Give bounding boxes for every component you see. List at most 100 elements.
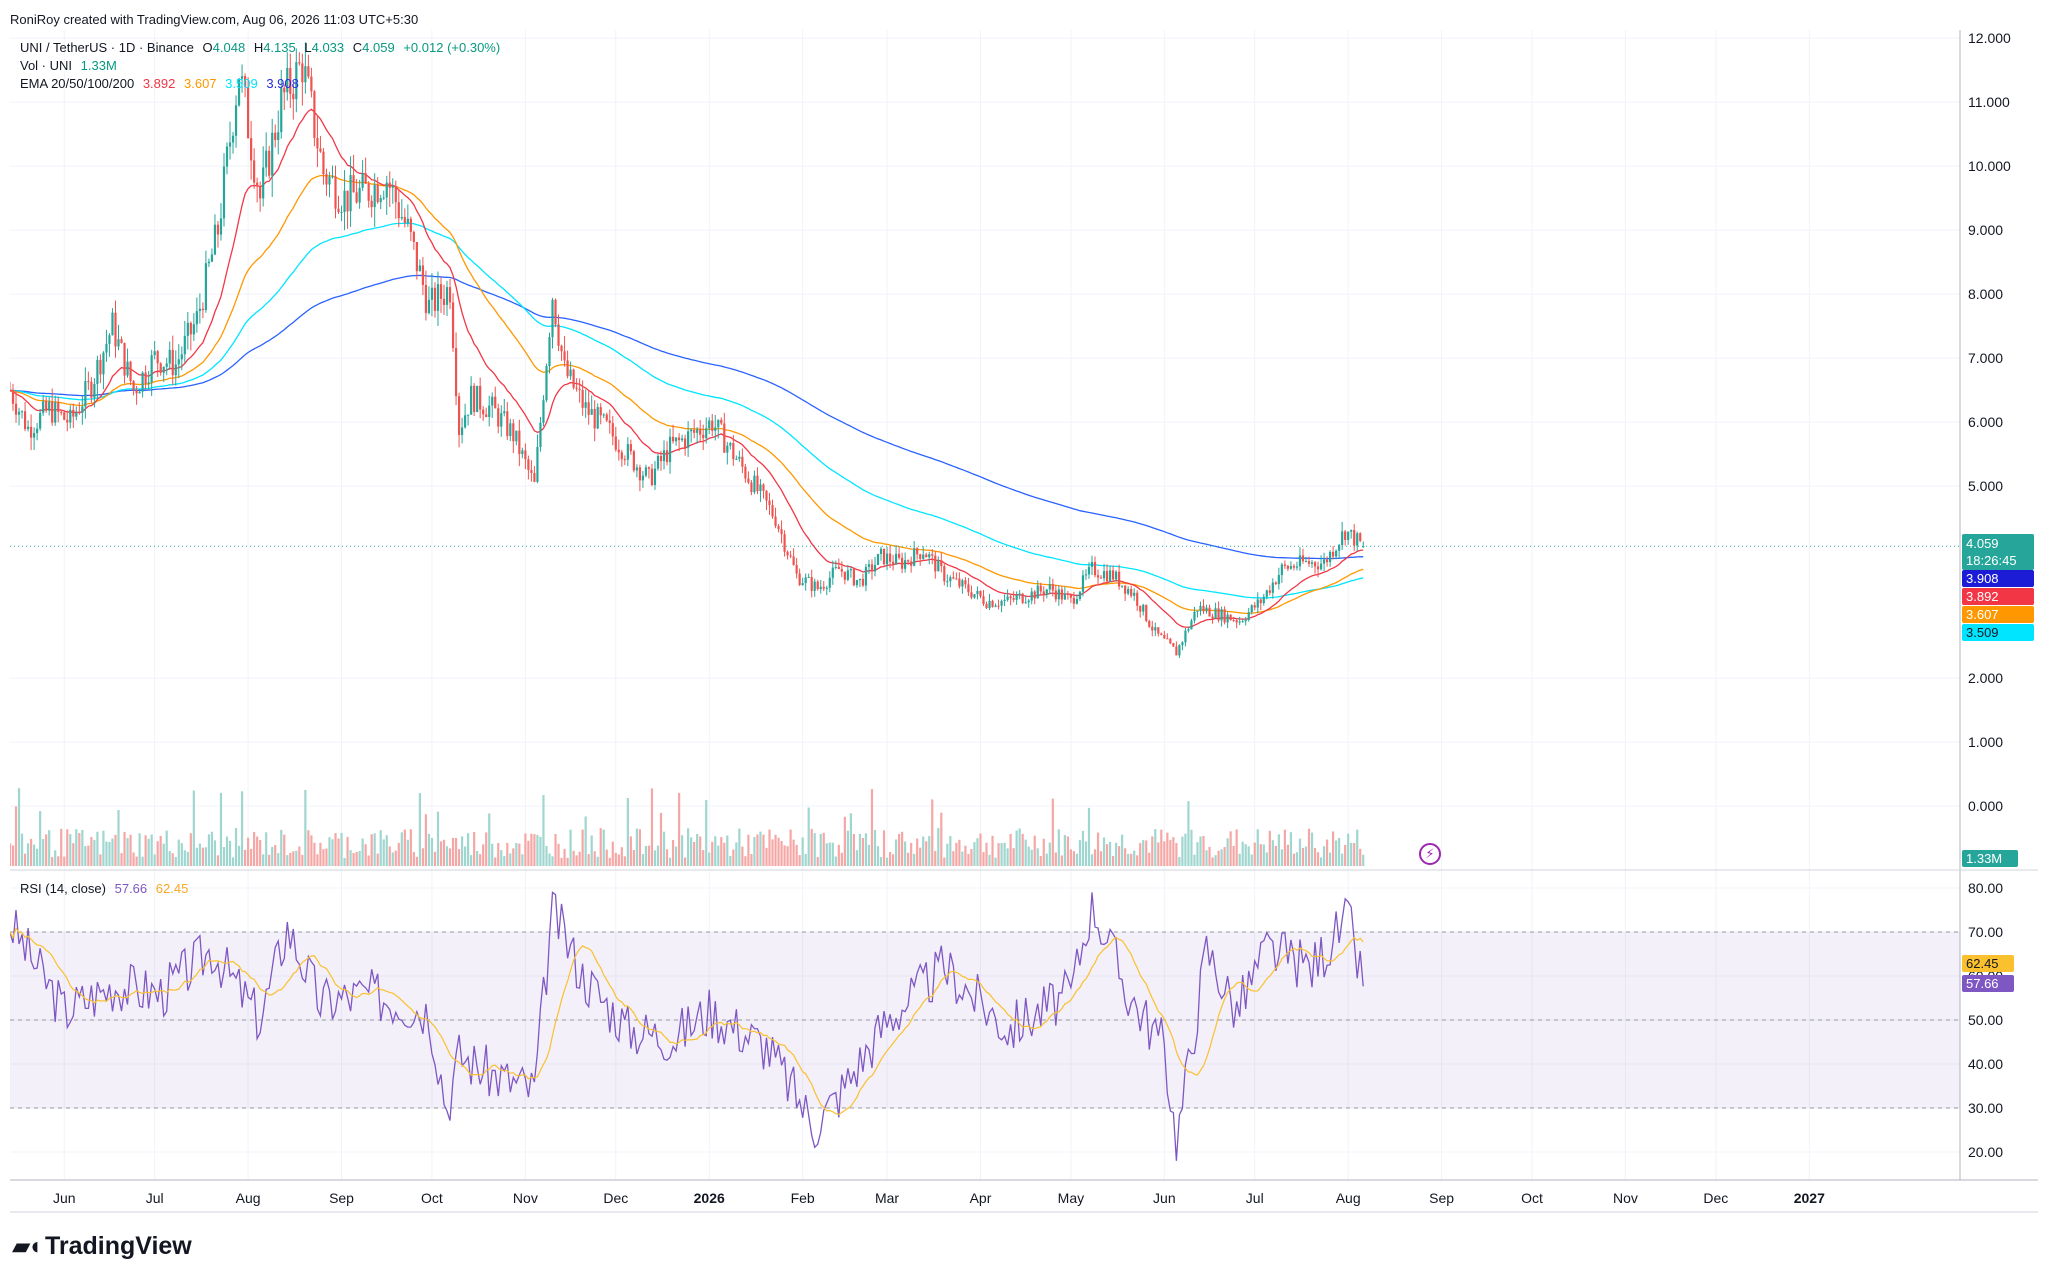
candle-body: [189, 322, 192, 335]
candle-body: [430, 287, 434, 300]
candle-body: [382, 197, 385, 199]
volume-bar: [1274, 845, 1277, 866]
volume-bar: [259, 840, 262, 866]
candle-body: [17, 411, 21, 415]
volume-bar: [596, 856, 599, 866]
volume-bar: [988, 854, 991, 866]
candle-body: [26, 426, 30, 430]
candle-body: [1048, 584, 1051, 590]
candle-body: [1124, 585, 1127, 594]
volume-bar: [1039, 856, 1042, 866]
candle-body: [1256, 599, 1259, 608]
volume-bar: [964, 845, 967, 866]
candle-body: [1259, 599, 1262, 604]
volume-bar: [1322, 846, 1326, 866]
volume-bar: [1169, 839, 1172, 866]
volume-bar: [265, 832, 268, 866]
volume-bar: [156, 841, 159, 866]
volume-bar: [370, 834, 373, 866]
volume-bar: [42, 839, 45, 866]
replay-icon[interactable]: ⚡: [1419, 843, 1441, 865]
candle-body: [195, 311, 198, 325]
volume-bar: [1006, 848, 1009, 866]
ohlc-low-label: L: [304, 40, 312, 55]
candle-body: [87, 381, 90, 383]
rsi-legend[interactable]: RSI (14, close) 57.66 62.45: [20, 881, 193, 896]
ohlc-low-value: 4.033: [311, 40, 345, 55]
symbol-legend[interactable]: UNI / TetherUS · 1D · Binance O4.048 H4.…: [20, 40, 505, 55]
candle-body: [253, 160, 256, 183]
volume-bar: [898, 833, 901, 866]
volume-bar: [1335, 840, 1338, 866]
volume-bar: [1099, 851, 1103, 866]
candle-body: [75, 412, 78, 417]
candle-body: [934, 555, 937, 572]
ema-legend[interactable]: EMA 20/50/100/200 3.892 3.607 3.509 3.90…: [20, 76, 304, 91]
volume-bar: [391, 852, 394, 866]
candle-body: [705, 428, 708, 439]
price-tick-label: 12.000: [1968, 30, 2011, 46]
volume-bar: [1250, 854, 1253, 866]
volume-bar: [756, 834, 759, 866]
volume-bar: [63, 856, 66, 866]
volume-bar: [159, 835, 162, 866]
candle-body: [262, 167, 265, 199]
volume-bar: [1347, 833, 1350, 866]
volume-bar: [1350, 842, 1353, 866]
volume-bar: [1307, 828, 1311, 866]
volume-bar: [454, 837, 458, 866]
candle-body: [994, 605, 997, 607]
candle-body: [147, 382, 150, 384]
candle-body: [717, 419, 720, 428]
candle-body: [1072, 597, 1076, 604]
candle-body: [319, 148, 322, 152]
candle-body: [979, 590, 982, 597]
candle-body: [415, 241, 418, 272]
rsi-ma-line: [10, 927, 1364, 1116]
candle-body: [780, 529, 783, 535]
volume-bar: [548, 853, 551, 866]
candle-body: [681, 438, 684, 441]
candle-body: [1241, 621, 1244, 623]
candle-body: [460, 427, 464, 436]
volume-bar: [584, 816, 587, 866]
volume-bar: [638, 829, 642, 866]
candle-body: [512, 423, 515, 442]
volume-bar: [882, 830, 886, 866]
candle-body: [1015, 595, 1018, 600]
candle-body: [298, 62, 301, 64]
volume-bar: [60, 828, 63, 866]
volume-bar: [907, 852, 910, 866]
volume-bar: [439, 841, 443, 866]
volume-bar: [1172, 837, 1175, 866]
candle-body: [1313, 562, 1317, 567]
rsi-legend-label: RSI (14, close): [20, 881, 106, 896]
candle-body: [677, 437, 681, 441]
candle-body: [20, 411, 24, 413]
candle-body: [641, 475, 645, 481]
volume-legend[interactable]: Vol · UNI 1.33M: [20, 58, 122, 73]
volume-bar: [539, 836, 542, 866]
volume-bar: [545, 845, 548, 866]
volume-bar: [358, 851, 361, 866]
candle-body: [958, 578, 961, 587]
candle-body: [337, 208, 340, 213]
candle-body: [1154, 627, 1157, 631]
candle-body: [250, 138, 253, 161]
rsi-line: [10, 891, 1364, 1161]
candle-body: [581, 389, 584, 408]
volume-bar: [479, 854, 482, 866]
candle-body: [702, 434, 705, 439]
volume-bar: [337, 838, 340, 866]
volume-bar: [328, 837, 331, 866]
candle-body: [488, 405, 491, 417]
volume-bar: [246, 837, 250, 866]
candle-body: [1211, 616, 1214, 619]
volume-bar: [509, 853, 512, 866]
volume-bar: [177, 839, 180, 866]
volume-bar: [554, 833, 557, 866]
symbol-name[interactable]: UNI / TetherUS · 1D · Binance: [20, 40, 194, 55]
tradingview-logo[interactable]: ▰◖ TradingView: [12, 1232, 192, 1261]
volume-bar: [1012, 848, 1015, 866]
